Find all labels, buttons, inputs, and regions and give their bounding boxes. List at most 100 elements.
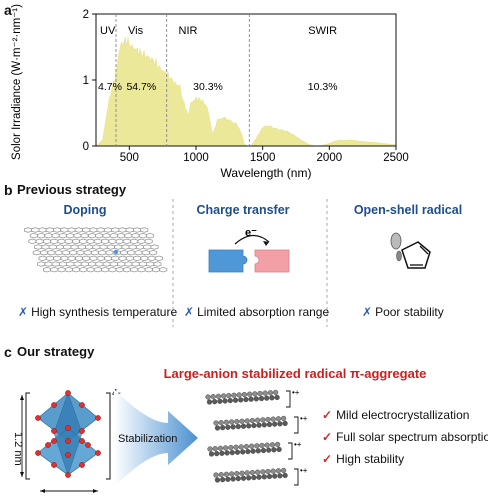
oxygen-atom [51,462,57,468]
oxygen-atom [79,402,85,408]
graphene-hexagon [121,244,130,250]
panel-c-letter: c [4,344,12,360]
charge-transfer-title: Charge transfer [196,203,290,217]
charge-transfer-issue: ✗ Limited absorption range [184,305,329,319]
graphene-hexagon [145,232,155,239]
graphene-hexagon [82,255,91,262]
graphene-hexagon [125,255,134,262]
graphene-hexagon [131,261,140,267]
graphene-hexagon [122,238,131,245]
graphene-hexagon [143,244,152,250]
graphene-hexagon [45,227,54,233]
graphene-hexagon [127,249,136,256]
graphene-hexagon [74,227,83,233]
graphene-hexagon [108,238,117,245]
doping-title: Doping [63,203,107,217]
region-label: Vis [128,25,144,37]
graphene-hexagon [144,238,153,245]
doping-issue: ✗ High synthesis temperature [18,305,177,319]
region-label: SWIR [308,25,337,37]
region-percent: 30.3% [193,81,223,93]
y-tick-label: 1 [83,75,89,87]
oxygen-atom [79,462,85,468]
graphene-hexagon [95,232,104,239]
graphene-hexagon [53,255,62,262]
graphene-hexagon [67,255,76,262]
graphene-hexagon [89,255,98,262]
graphene-hexagon [82,227,91,233]
graphene-sheet-image [24,227,168,273]
graphene-hexagon [102,261,111,267]
graphene-hexagon [137,238,146,245]
graphene-hexagon [96,255,105,262]
y-tick-label: 2 [83,9,89,21]
graphene-hexagon [90,249,99,256]
check-mark-icon: ✓ [322,430,333,444]
graphene-hexagon [86,238,95,245]
graphene-hexagon [120,249,128,256]
check-mark-icon: ✓ [322,452,333,466]
graphene-hexagon [93,266,102,273]
oxygen-atom [95,415,101,421]
graphene-hexagon [109,232,118,239]
x-tick-label: 1500 [250,152,276,164]
oxygen-atom [51,428,57,434]
graphene-hexagon [80,232,89,239]
graphene-hexagon [66,261,75,267]
graphene-hexagon [104,255,112,262]
graphene-hexagon [29,232,38,239]
graphene-hexagon [57,266,66,273]
graphene-hexagon [32,249,41,256]
radical-issue-text: Poor stability [375,305,444,319]
puzzle-pieces-image: e⁻ [208,227,290,273]
red-puzzle-piece [254,249,290,273]
oxygen-atom [35,450,41,456]
graphene-hexagon [85,244,94,250]
graphene-hexagon [128,244,137,250]
advantage-2-text: Full solar spectrum absorption [336,430,488,444]
check-mark-icon: ✓ [322,408,333,422]
graphene-hexagon [130,266,139,273]
graphene-hexagon [95,261,104,267]
graphene-hexagon [133,227,141,233]
radical-charge-label: •+ [292,388,300,397]
stabilization-arrow [114,389,198,487]
radical-stack: •+ [205,388,300,408]
blue-puzzle-piece [208,249,248,273]
oxygen-atom [79,438,85,444]
graphene-hexagon [74,255,83,262]
graphene-hexagon [59,261,67,267]
graphene-hexagon [137,266,146,273]
graphene-hexagon [153,261,162,267]
oxygen-atom [35,415,41,421]
graphene-hexagon [150,244,159,250]
graphene-hexagon [117,232,125,239]
graphene-hexagon [159,266,168,273]
graphene-hexagon [35,238,44,245]
graphene-hexagon [138,232,147,239]
graphene-hexagon [53,227,62,233]
graphene-hexagon [64,238,73,245]
graphene-hexagon [76,249,85,256]
radical-issue: ✗ Poor stability [362,305,444,319]
graphene-hexagon [73,232,82,239]
charge-transfer-issue-text: Limited absorption range [197,305,330,319]
advantage-2: ✓ Full solar spectrum absorption [322,430,488,444]
radical-charge-label: •+ [294,440,302,449]
oxygen-atom [65,438,71,444]
graphene-hexagon [31,227,40,233]
graphene-hexagon [79,238,88,245]
panel-a-letter: a [4,2,12,18]
graphene-hexagon [105,249,114,256]
x-tick-label: 2500 [383,152,409,164]
graphene-hexagon [77,244,86,250]
graphene-hexagon [122,266,131,273]
graphene-hexagon [111,227,120,233]
oxygen-atom [65,452,71,458]
chart-marks: 500 1000 1500 2000 2500 0 1 2 UV Vis NIR SWIR 4.7% 54… [83,9,409,164]
graphene-hexagon [106,244,115,250]
oxygen-atom [65,425,71,431]
radical-stack: •+ [207,440,302,460]
graphene-hexagon [24,227,33,233]
panel-b-title: Previous strategy [17,182,127,197]
